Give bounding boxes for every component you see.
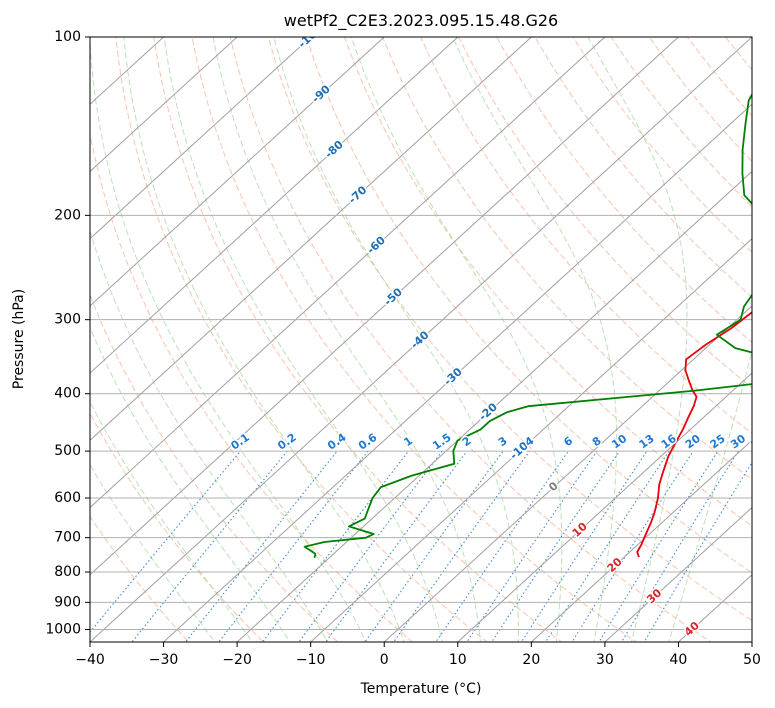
dry-adiabat bbox=[382, 37, 752, 481]
y-tick-label: 800 bbox=[54, 564, 81, 580]
x-tick-label: −20 bbox=[222, 652, 252, 668]
x-tick-label: −30 bbox=[149, 652, 179, 668]
isotherm bbox=[604, 506, 752, 642]
x-tick-label: −10 bbox=[296, 652, 326, 668]
x-tick-label: 50 bbox=[743, 652, 761, 668]
plot-frame bbox=[89, 36, 753, 643]
reference-lines bbox=[90, 37, 775, 654]
isotherm bbox=[236, 170, 752, 642]
isotherm bbox=[309, 237, 752, 642]
dry-adiabat bbox=[90, 412, 264, 642]
isotherm bbox=[90, 37, 385, 307]
y-tick-label: 200 bbox=[54, 207, 81, 223]
x-axis-label: Temperature (°C) bbox=[360, 681, 482, 697]
moist-adiabat bbox=[587, 37, 688, 642]
isotherm bbox=[90, 37, 606, 509]
chart-title: wetPf2_C2E3.2023.095.15.48.G26 bbox=[284, 11, 558, 31]
axes: −40 −30 −20 −10 0 10 20 30 40 50 100 200 300 400 500 60… bbox=[45, 29, 761, 668]
isotherm bbox=[90, 37, 533, 442]
isotherm bbox=[90, 37, 312, 240]
moist-adiabat bbox=[212, 37, 481, 642]
dry-adiabat bbox=[90, 515, 190, 642]
y-tick-label: 1000 bbox=[45, 621, 81, 637]
dry-adiabat bbox=[496, 37, 752, 344]
y-tick-label: 700 bbox=[54, 530, 81, 546]
y-axis-label: Pressure (hPa) bbox=[11, 289, 27, 389]
x-tick-label: 40 bbox=[670, 652, 688, 668]
isotherm bbox=[90, 37, 238, 173]
y-tick-label: 400 bbox=[54, 386, 81, 402]
y-tick-label: 600 bbox=[54, 490, 81, 506]
x-tick-label: −40 bbox=[75, 652, 105, 668]
dry-adiabat bbox=[420, 37, 752, 435]
moist-adiabat bbox=[163, 37, 443, 642]
dewpoint-profile bbox=[303, 92, 752, 558]
y-tick-label: 900 bbox=[54, 594, 81, 610]
isotherm bbox=[90, 37, 680, 576]
line-label: 36 bbox=[749, 432, 769, 452]
dry-adiabat bbox=[90, 131, 414, 642]
x-tick-label: 10 bbox=[449, 652, 467, 668]
isotherm bbox=[530, 439, 752, 642]
isotherm bbox=[457, 372, 752, 642]
dry-adiabat bbox=[764, 37, 775, 654]
x-tick-label: 0 bbox=[380, 652, 389, 668]
isotherm bbox=[90, 37, 752, 642]
moist-adiabat bbox=[90, 229, 329, 642]
dry-adiabat bbox=[534, 37, 752, 298]
dry-adiabat bbox=[229, 37, 712, 642]
isotherm bbox=[90, 37, 459, 374]
y-tick-label: 100 bbox=[54, 29, 81, 45]
x-tick-label: 30 bbox=[596, 652, 614, 668]
profile-lines bbox=[303, 92, 752, 558]
y-tick-label: 500 bbox=[54, 443, 81, 459]
isotherm bbox=[162, 103, 752, 642]
y-tick-label: 300 bbox=[54, 312, 81, 328]
temperature-profile bbox=[636, 311, 752, 558]
x-tick-label: 20 bbox=[522, 652, 540, 668]
